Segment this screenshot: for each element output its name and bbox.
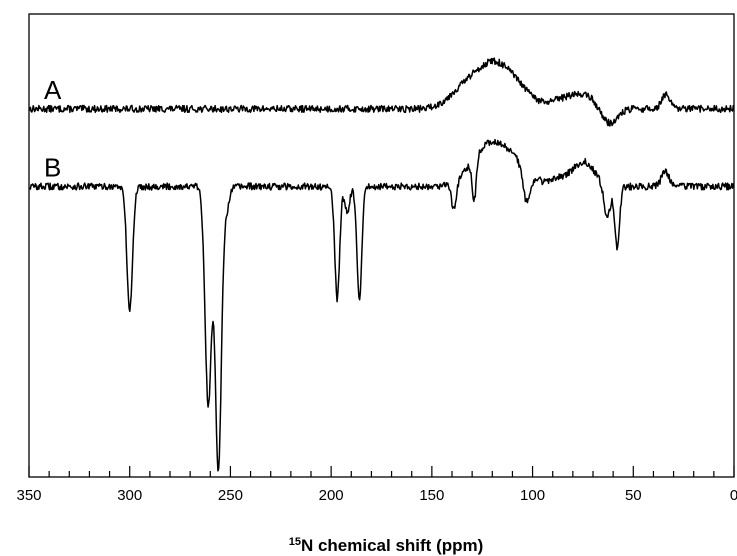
trace-label-b: B [44, 153, 61, 183]
x-tick-label: 150 [419, 487, 444, 504]
x-tick-label: 350 [16, 487, 41, 504]
spectrum-trace-b [28, 138, 735, 472]
x-axis-tick-labels: 350 300 250 200 150 100 50 0 [16, 487, 737, 504]
x-tick-label: 50 [625, 487, 642, 504]
plot-frame [28, 13, 735, 478]
x-tick-label: 200 [319, 487, 344, 504]
x-tick-label: 250 [218, 487, 243, 504]
spectrum-trace-a [28, 57, 735, 127]
spectrum-traces [28, 57, 735, 472]
trace-label-a: A [44, 75, 62, 105]
x-axis-ticks [28, 466, 735, 477]
x-tick-label: 0 [730, 487, 737, 504]
x-tick-label: 300 [117, 487, 142, 504]
x-axis-title: 15N chemical shift (ppm) [289, 536, 484, 555]
trace-labels: AB [44, 75, 62, 183]
x-axis-title-text: N chemical shift (ppm) [301, 536, 483, 555]
x-axis-title-superscript: 15 [289, 536, 301, 548]
x-tick-label: 100 [520, 487, 545, 504]
